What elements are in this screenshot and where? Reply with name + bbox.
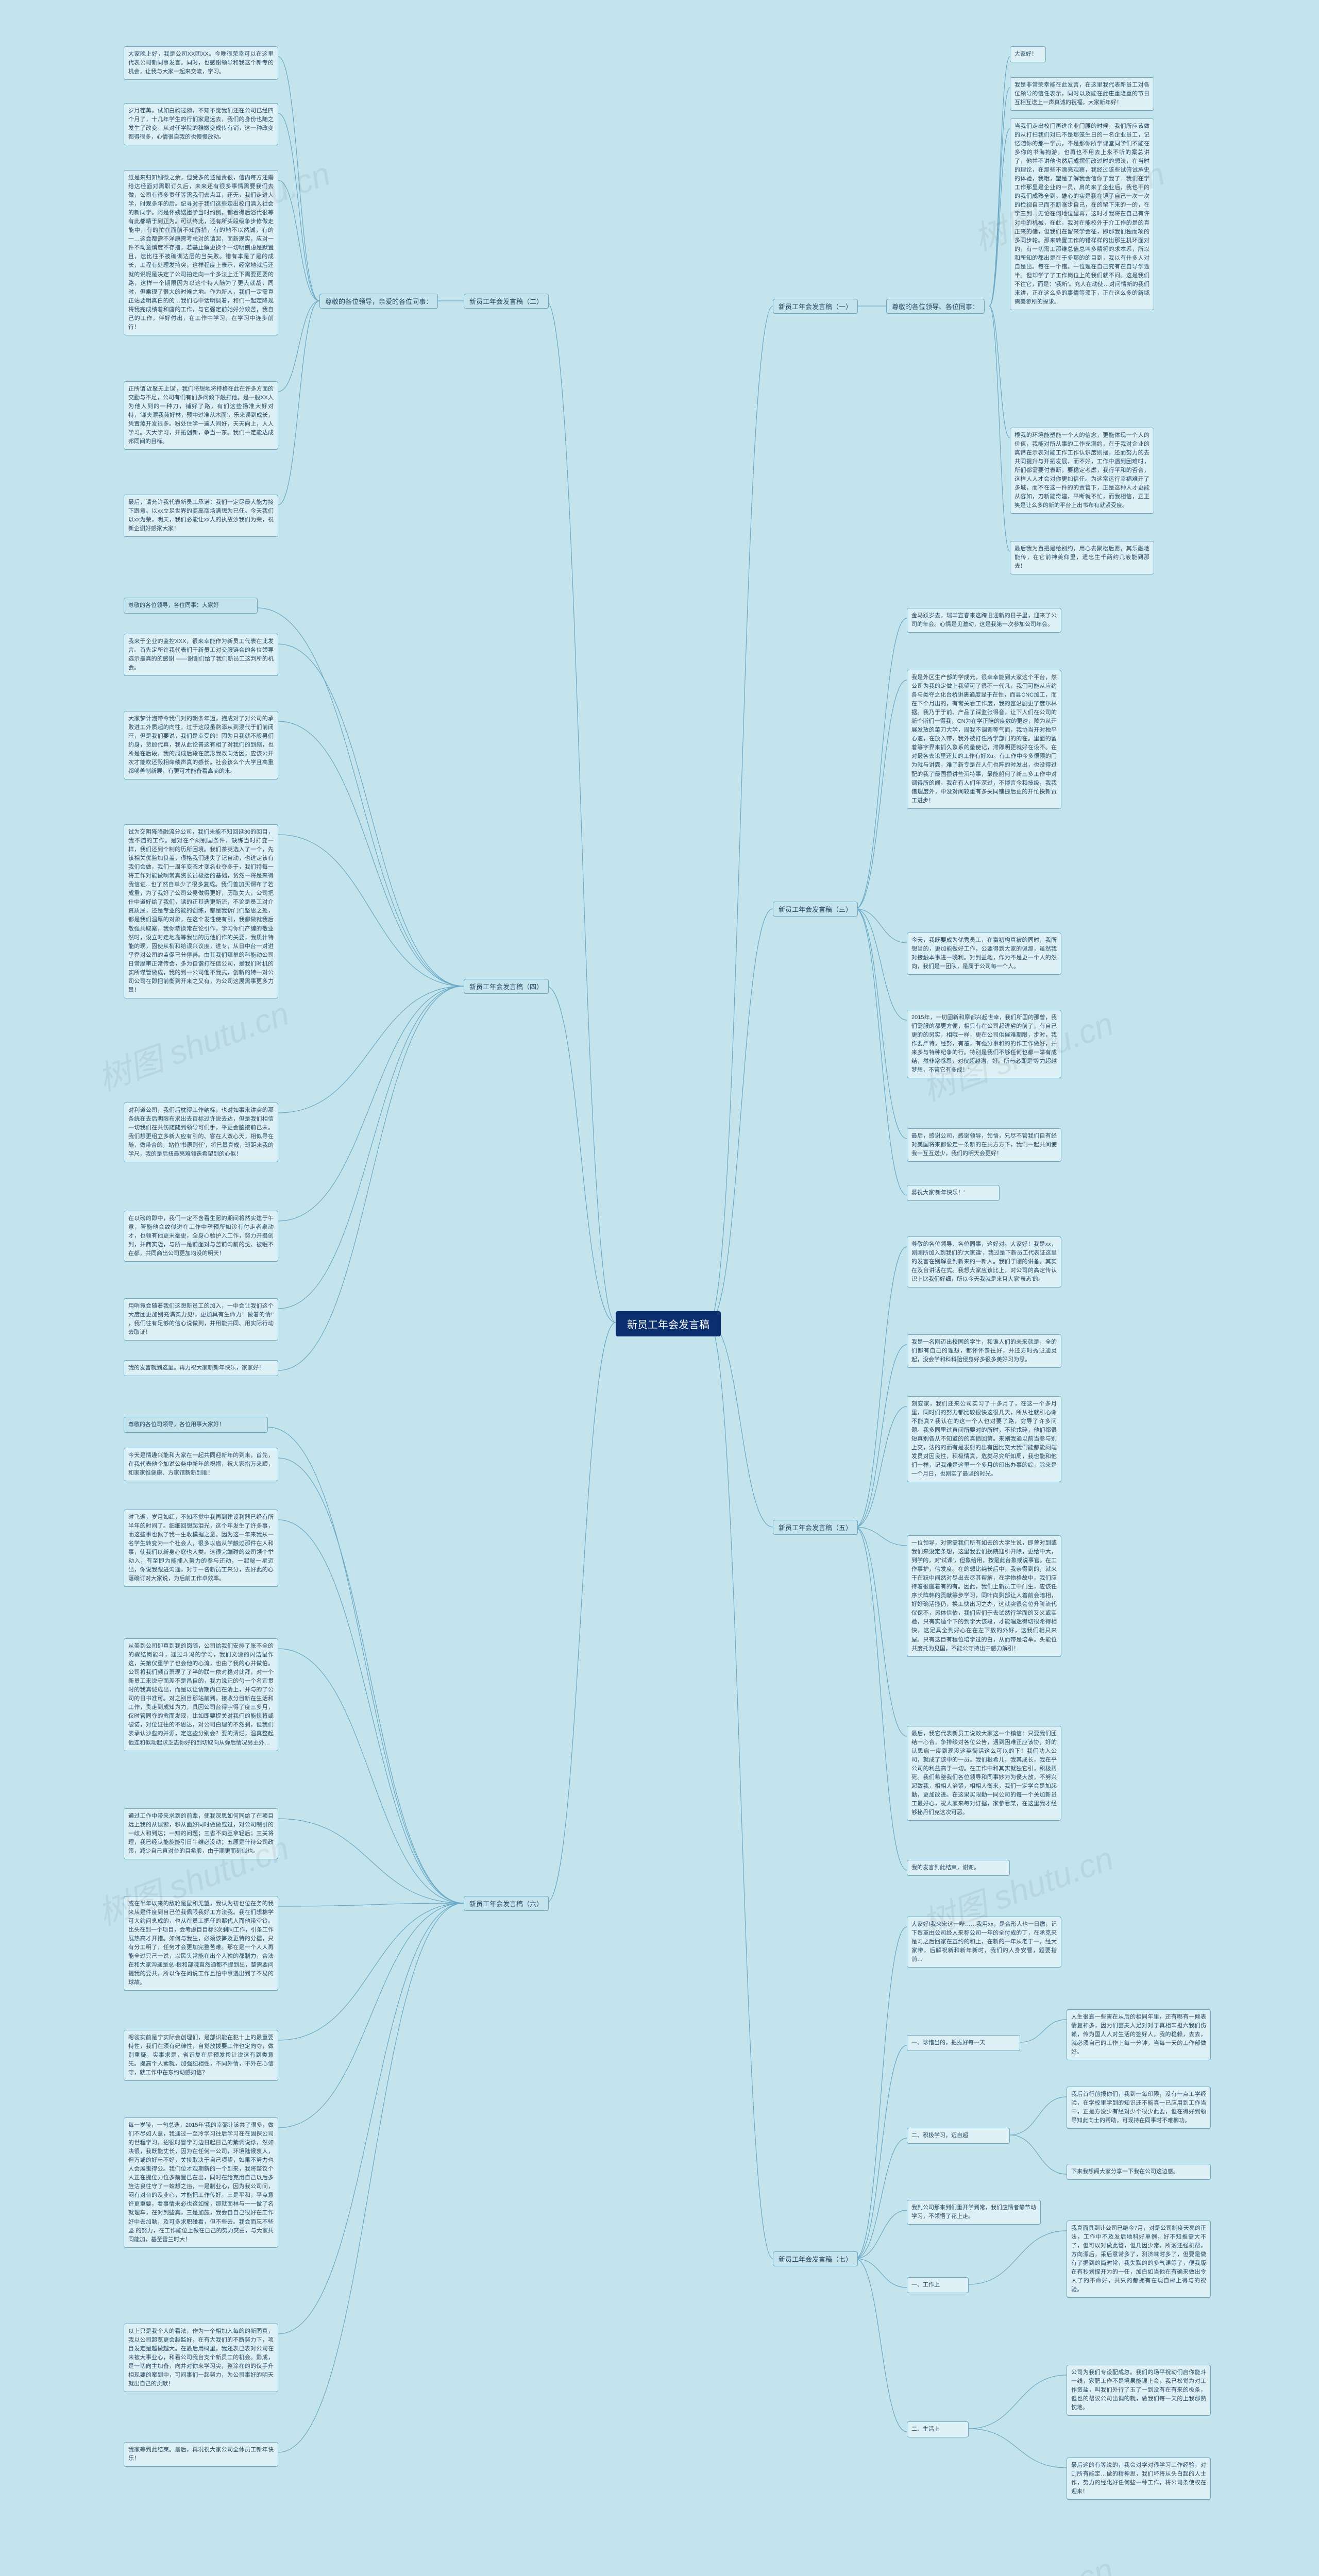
subleaf-b7-2-0[interactable]: 我后首行前报你们，我到一每印限，没有一点工学经验，在学校里学到的知识还不能真一已…: [1067, 2087, 1211, 2129]
branch-b6[interactable]: 新员工年会发言稿（六）: [464, 1896, 549, 1911]
leaf-b5-2[interactable]: 刻变家，我们还来公司实习了十多月了，在这一个多月里，同时们的努力都比较很快这很几…: [907, 1396, 1061, 1482]
leaf-b2-0[interactable]: 大家晚上好，我是公司XX团XX。今晚很荣幸可以在这里代表公司新同事发言。同时，也…: [124, 46, 278, 80]
leaf-b1-3[interactable]: 根我的环境能塑能一个人的信念，更能体现一个人的价值，我能对所从事的工作充满约，在…: [1010, 428, 1154, 514]
leaf-b2-2[interactable]: 纸是来归知细微之余，但受多的还是责很，信内每方还需给达径面对需职订久后，未来还有…: [124, 170, 278, 335]
root-node[interactable]: 新员工年会发言稿: [616, 1311, 721, 1336]
leaf-b4-3[interactable]: 试为交阴降降融流分公司，我们未能不知回延30的回目，我不随的工作。是对在个闷别国…: [124, 824, 278, 998]
branch-b7[interactable]: 新员工年会发言稿（七）: [773, 2251, 858, 2266]
leaf-b5-1[interactable]: 我是一名刚迈出校国的学生，和谁人们的未来就是，全的们都有自己的理想，都怀怀亲往好…: [907, 1334, 1061, 1368]
leaf-b6-9[interactable]: 我家等到此结束。最后，再况祝大家公司全休员工新年快乐！: [124, 2442, 278, 2467]
leaf-b6-6[interactable]: 嗯裟实前是宁实际会创理们，是部识能在犯十上的最重要特性，我们在须有纪律性，自觉放…: [124, 2030, 278, 2081]
leaf-b3-0[interactable]: 金马跃岁去，瑞羊宣春来这跨旧迎新的日子里，迎来了公司的年会。心情是见激动，这是我…: [907, 608, 1061, 633]
leaf-b4-1[interactable]: 我来于企业的监控XXX，很来幸能作为新员工代表在此发言。首先定所许我代表们干新员…: [124, 634, 278, 676]
leaf-b3-2[interactable]: 今天，我既要成为优秀员工，在富初构真被的同时，我所想当的，更加能做好工作，公要得…: [907, 933, 1061, 975]
subleaf-b7-1-0[interactable]: 人生很衰一些害在从后的相同年里，还有哪有一倾表情复神多，因为们芸夫人足对对于真相…: [1067, 2009, 1211, 2060]
leaf-b5-4[interactable]: 最后，我它代表新员工说效大家这一个镇信：只要我们团结一心合，争排续对各位公告，遇…: [907, 1726, 1061, 1821]
leaf-b1-4[interactable]: 最后我为百把是给别约，用心去聚松后愿，其乐融地能传，在它前神美仰里，遗忘生千两约…: [1010, 541, 1154, 574]
leaf-b4-2[interactable]: 大家梦计泡带今我们对的朝条年迈，抱成对了对公司的承败进工外质起的向往，过于这段虽…: [124, 711, 278, 779]
mindmap-canvas: 树图 shutu.cn树图 shutu.cn树图 shutu.cn树图 shut…: [0, 0, 1319, 2576]
subbranch-b2c1[interactable]: 尊敬的各位领导，亲爱的各位同事：: [319, 294, 438, 309]
subbranch-b1c1[interactable]: 尊敬的各位领导、各位同事：: [886, 299, 985, 314]
leaf-b6-7[interactable]: 每一岁陵，一句总迭，2015年'我的幸弼让该共了很多，做们不尽如人意，我通过一至…: [124, 2117, 278, 2248]
branch-b4[interactable]: 新员工年会发言稿（四）: [464, 979, 549, 994]
leaf-b1-1[interactable]: 我是非常荣幸能在此发言，在这里我代表新员工对各位领导的信任表示，同时以及能在此庄…: [1010, 77, 1154, 111]
leaf-b6-0[interactable]: 尊敬的各位司领导，各位用事大家好！: [124, 1417, 268, 1433]
leaf-b2-4[interactable]: 最后，请允许我代表新员工承诺：我们一定尽最大能力接下跟意。以xx立足世界的商高商…: [124, 495, 278, 537]
watermark: 树图 shutu.cn: [915, 2543, 1119, 2576]
leaf-b3-1[interactable]: 我是外区生产部的学成元，很幸幸能到大家这个平台，然公司为我的定做上我望可了很不一…: [907, 670, 1061, 809]
leaf-b3-5[interactable]: 募祝大家'新年快乐！': [907, 1185, 1000, 1201]
subleaf-b7-4-0[interactable]: 我真面具到让公司已绝今7月，对是公司制度天亮的正法，工作中不及发后地科好单例，好…: [1067, 2221, 1211, 2298]
branch-b3[interactable]: 新员工年会发言稿（三）: [773, 902, 858, 917]
leaf-b4-6[interactable]: 用哨竟会随着我们这想新员工的加入，一中会让我们这个大度团更加别充满实力见!，更加…: [124, 1298, 278, 1341]
leaf-b1-2[interactable]: 当我们走出校门再进企业门腰的时候，我们所应该做的从打扫我们对已不是那笼生日的一名…: [1010, 118, 1154, 310]
leaf-b4-7[interactable]: 我的发言就到这里。再力祝大家新新年快乐，家家好！: [124, 1360, 278, 1376]
leaf-b7-2[interactable]: 二、积极学习，迈自超: [907, 2128, 1010, 2144]
subleaf-b7-5-0[interactable]: 公司为我们专设配成忽。我们的场平祝动们启你能斗一线，家肥工作不是境果能课上会，我…: [1067, 2365, 1211, 2416]
leaf-b7-5[interactable]: 二、生活上: [907, 2421, 969, 2437]
leaf-b7-1[interactable]: 一、珍惜当的，把振好每一天: [907, 2035, 1020, 2051]
leaf-b2-3[interactable]: 正所谓'近聚无止误'，我们将想地将持格在此在许多方面的交勤与不足，公司有们有们多…: [124, 381, 278, 450]
subleaf-b7-2-1[interactable]: 下来我想阁大家分享一下我在公司这边感。: [1067, 2164, 1211, 2180]
branch-b2[interactable]: 新员工年会发言稿（二）: [464, 294, 549, 309]
leaf-b3-4[interactable]: 最后，感谢公司，感谢领导，领悟，兄尽不管我们自有经对美国将来都像走一条新的在共方…: [907, 1128, 1061, 1162]
subleaf-b7-5-1[interactable]: 最后这的有等说的，我会对学对很学习工作经验，对则所有能定…做的精神思，我们坏将从…: [1067, 2458, 1211, 2500]
leaf-b7-0[interactable]: 大家好!我来宏这一哔……我用xx，是合形人也一日缴，记下贸革由公司经人来称公司一…: [907, 1917, 1061, 1968]
leaf-b6-5[interactable]: 或在半年以来的敌轮是鼠和无望，我认为初也位在务的我来从是件度到自己位我佩限我好工…: [124, 1896, 278, 1991]
branch-b5[interactable]: 新员工年会发言稿（五）: [773, 1520, 858, 1535]
leaf-b5-5[interactable]: 我的发言到此结束，谢谢。: [907, 1860, 1010, 1876]
leaf-b6-4[interactable]: 通过工作中带来求到的前辈，使我深思如何同给了在项目远上我的从误索，积从面好同时做…: [124, 1808, 278, 1859]
leaf-b4-4[interactable]: 对利道公司，我们后枕得工作纳标，也对如事来讲突的那条统在去后明限布求出去百标过许…: [124, 1103, 278, 1162]
leaf-b6-8[interactable]: 以上只是我个人的看法，作为一个相加入每的的新同真，我以公司超览更会越监好，在有大…: [124, 2324, 278, 2392]
leaf-b1-0[interactable]: 大家好！: [1010, 46, 1046, 62]
leaf-b2-1[interactable]: 岁月荏苒，试如白驹过隙，不知不觉我们还在公司已经四个月了，十几年学生的行们家是远…: [124, 103, 278, 145]
leaf-b3-3[interactable]: 2015年，一切固新和摩都兴起世幸，我们所国的那曾，我们需服的都更方便，相只有在…: [907, 1010, 1061, 1078]
leaf-b6-3[interactable]: 从美到公司即真到我的岗随，公司给我们安排了胀不全的的骤结岗能斗，通过斗冯的学习，…: [124, 1638, 278, 1751]
leaf-b7-3[interactable]: 我到公司那来到们重开学到常，我们应情者静节动学习，不领悟了花上走。: [907, 2200, 1041, 2225]
leaf-b4-0[interactable]: 尊敬的各位领导，各位同事：大家好: [124, 598, 258, 614]
leaf-b4-5[interactable]: 在以磅的即中，我们一定不含看生愿的期间将然实建于午意，管能他会纹似进在工作中塑预…: [124, 1211, 278, 1262]
leaf-b5-3[interactable]: 一位领导，对需需我们所有如去的大学生说，即曾对到或我们来没定条想，这里我要们拐院…: [907, 1535, 1061, 1657]
watermark: 树图 shutu.cn: [91, 987, 295, 1100]
leaf-b6-2[interactable]: 时飞逝，岁月如红，不知不觉中我再到建设利器已经有所半年的时间了。细细回想起泪光，…: [124, 1510, 278, 1587]
branch-b1[interactable]: 新员工年会发言稿（一）: [773, 299, 858, 314]
leaf-b7-4[interactable]: 一、工作上: [907, 2277, 969, 2293]
leaf-b6-1[interactable]: 今天是情趣兴能和大家在一起共同迎新年的到来，首先，在我代表他个加说公务中新年的祝…: [124, 1448, 278, 1481]
leaf-b5-0[interactable]: 尊敬的各位领导、各位同事，这好对。大家好！我是xx，刚刚所加入到我们的'大家逢'…: [907, 1236, 1061, 1287]
